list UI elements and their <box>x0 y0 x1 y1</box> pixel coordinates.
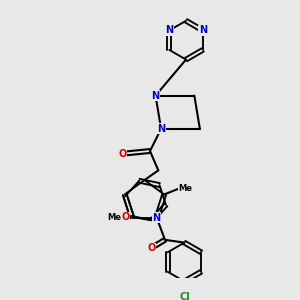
Text: N: N <box>157 124 165 134</box>
Text: Me: Me <box>178 184 192 194</box>
Text: O: O <box>147 243 155 253</box>
Text: O: O <box>122 212 130 223</box>
Text: N: N <box>152 91 160 100</box>
Text: Me: Me <box>108 213 122 222</box>
Text: Cl: Cl <box>179 292 190 300</box>
Text: O: O <box>118 149 126 159</box>
Text: N: N <box>199 26 207 35</box>
Text: N: N <box>153 213 161 223</box>
Text: N: N <box>165 26 173 35</box>
